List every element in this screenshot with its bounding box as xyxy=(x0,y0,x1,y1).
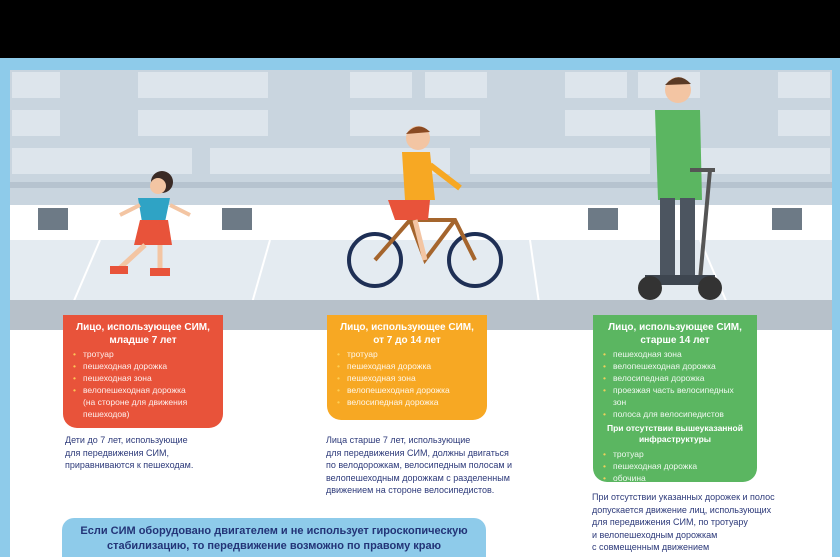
list-item: велосипедная дорожка xyxy=(335,396,479,408)
banner-line: стабилизацию, то передвижение возможно п… xyxy=(106,540,442,552)
list-item: велопешеходная дорожка xyxy=(601,360,749,372)
list-item: пешеходная дорожка xyxy=(335,360,479,372)
note-line: для передвижения СИМ, xyxy=(65,447,169,458)
note-7-14: Лица старше 7 лет, использующие для перед… xyxy=(326,434,512,497)
list-item: полоса для велосипедистов xyxy=(601,408,749,420)
note-line: Дети до 7 лет, использующие xyxy=(65,435,188,445)
list-item: пешеходная зона xyxy=(335,372,479,384)
note-line: по велодорожкам, велосипедным полосам и xyxy=(326,460,513,470)
note-line: движением на стороне велосипедистов. xyxy=(326,485,495,495)
box-under-7: Лицо, использующее СИМ, младше 7 лет трот… xyxy=(63,315,223,428)
box-title: старше 14 лет xyxy=(640,335,710,346)
note-line: приравниваются к пешеходам. xyxy=(65,460,194,470)
note-line: допускается движение лиц, использующих xyxy=(592,504,772,515)
boy-bicycle xyxy=(347,126,503,288)
list-item: тротуар xyxy=(335,348,479,360)
note-line: для передвижения СИМ, должны двигаться xyxy=(326,447,509,458)
note-line: Лица старше 7 лет, использующие xyxy=(326,435,471,445)
box-title: от 7 до 14 лет xyxy=(373,335,441,346)
box-extra: (на стороне для движения пешеходов) xyxy=(83,397,188,419)
motor-note-banner: Если СИМ оборудовано двигателем и не исп… xyxy=(62,518,486,557)
note-line: При отсутствии указанных дорожек и полос xyxy=(592,492,775,502)
note-line: для передвижения СИМ, по тротуару xyxy=(592,517,748,527)
box-title: Лицо, использующее СИМ, xyxy=(340,322,474,333)
girl-rollerskates xyxy=(110,171,191,276)
man-segway xyxy=(638,77,722,300)
note-over-14: При отсутствии указанных дорожек и полос… xyxy=(592,491,775,554)
list-item: пешеходная зона xyxy=(71,372,215,384)
list-item: обочина xyxy=(601,472,749,484)
list-item: пешеходная дорожка xyxy=(71,360,215,372)
street-illustration xyxy=(10,70,832,330)
box-title: Лицо, использующее СИМ, xyxy=(608,322,742,333)
list-item: велопешеходная дорожка xyxy=(71,384,215,396)
banner-line: Если СИМ оборудовано двигателем и не исп… xyxy=(80,525,468,537)
list-item: тротуар xyxy=(71,348,215,360)
note-line: и велопешеходным дорожкам xyxy=(592,529,718,540)
box-title: младше 7 лет xyxy=(109,335,177,346)
note-line: с совмещенным движением xyxy=(592,542,710,552)
list-item: пешеходная дорожка xyxy=(601,460,749,472)
box-title: Лицо, использующее СИМ, xyxy=(76,322,210,333)
list-item: тротуар xyxy=(601,448,749,460)
list-item: велосипедная дорожка xyxy=(601,372,749,384)
box-7-14: Лицо, использующее СИМ, от 7 до 14 лет тр… xyxy=(327,315,487,420)
box-subtitle: При отсутствии вышеуказанной инфраструкт… xyxy=(607,423,743,444)
list-item: проезжая часть велосипедных зон xyxy=(601,384,749,408)
list-item: пешеходная зона xyxy=(601,348,749,360)
note-under-7: Дети до 7 лет, использующие для передвиже… xyxy=(65,434,193,472)
box-over-14: Лицо, использующее СИМ, старше 14 лет пеш… xyxy=(593,315,757,484)
infographic: Лицо, использующее СИМ, младше 7 лет трот… xyxy=(10,70,832,557)
vent-grates xyxy=(38,208,802,230)
note-line: велопешеходным дорожкам с разделенным xyxy=(326,472,510,483)
list-item: велопешеходная дорожка xyxy=(335,384,479,396)
